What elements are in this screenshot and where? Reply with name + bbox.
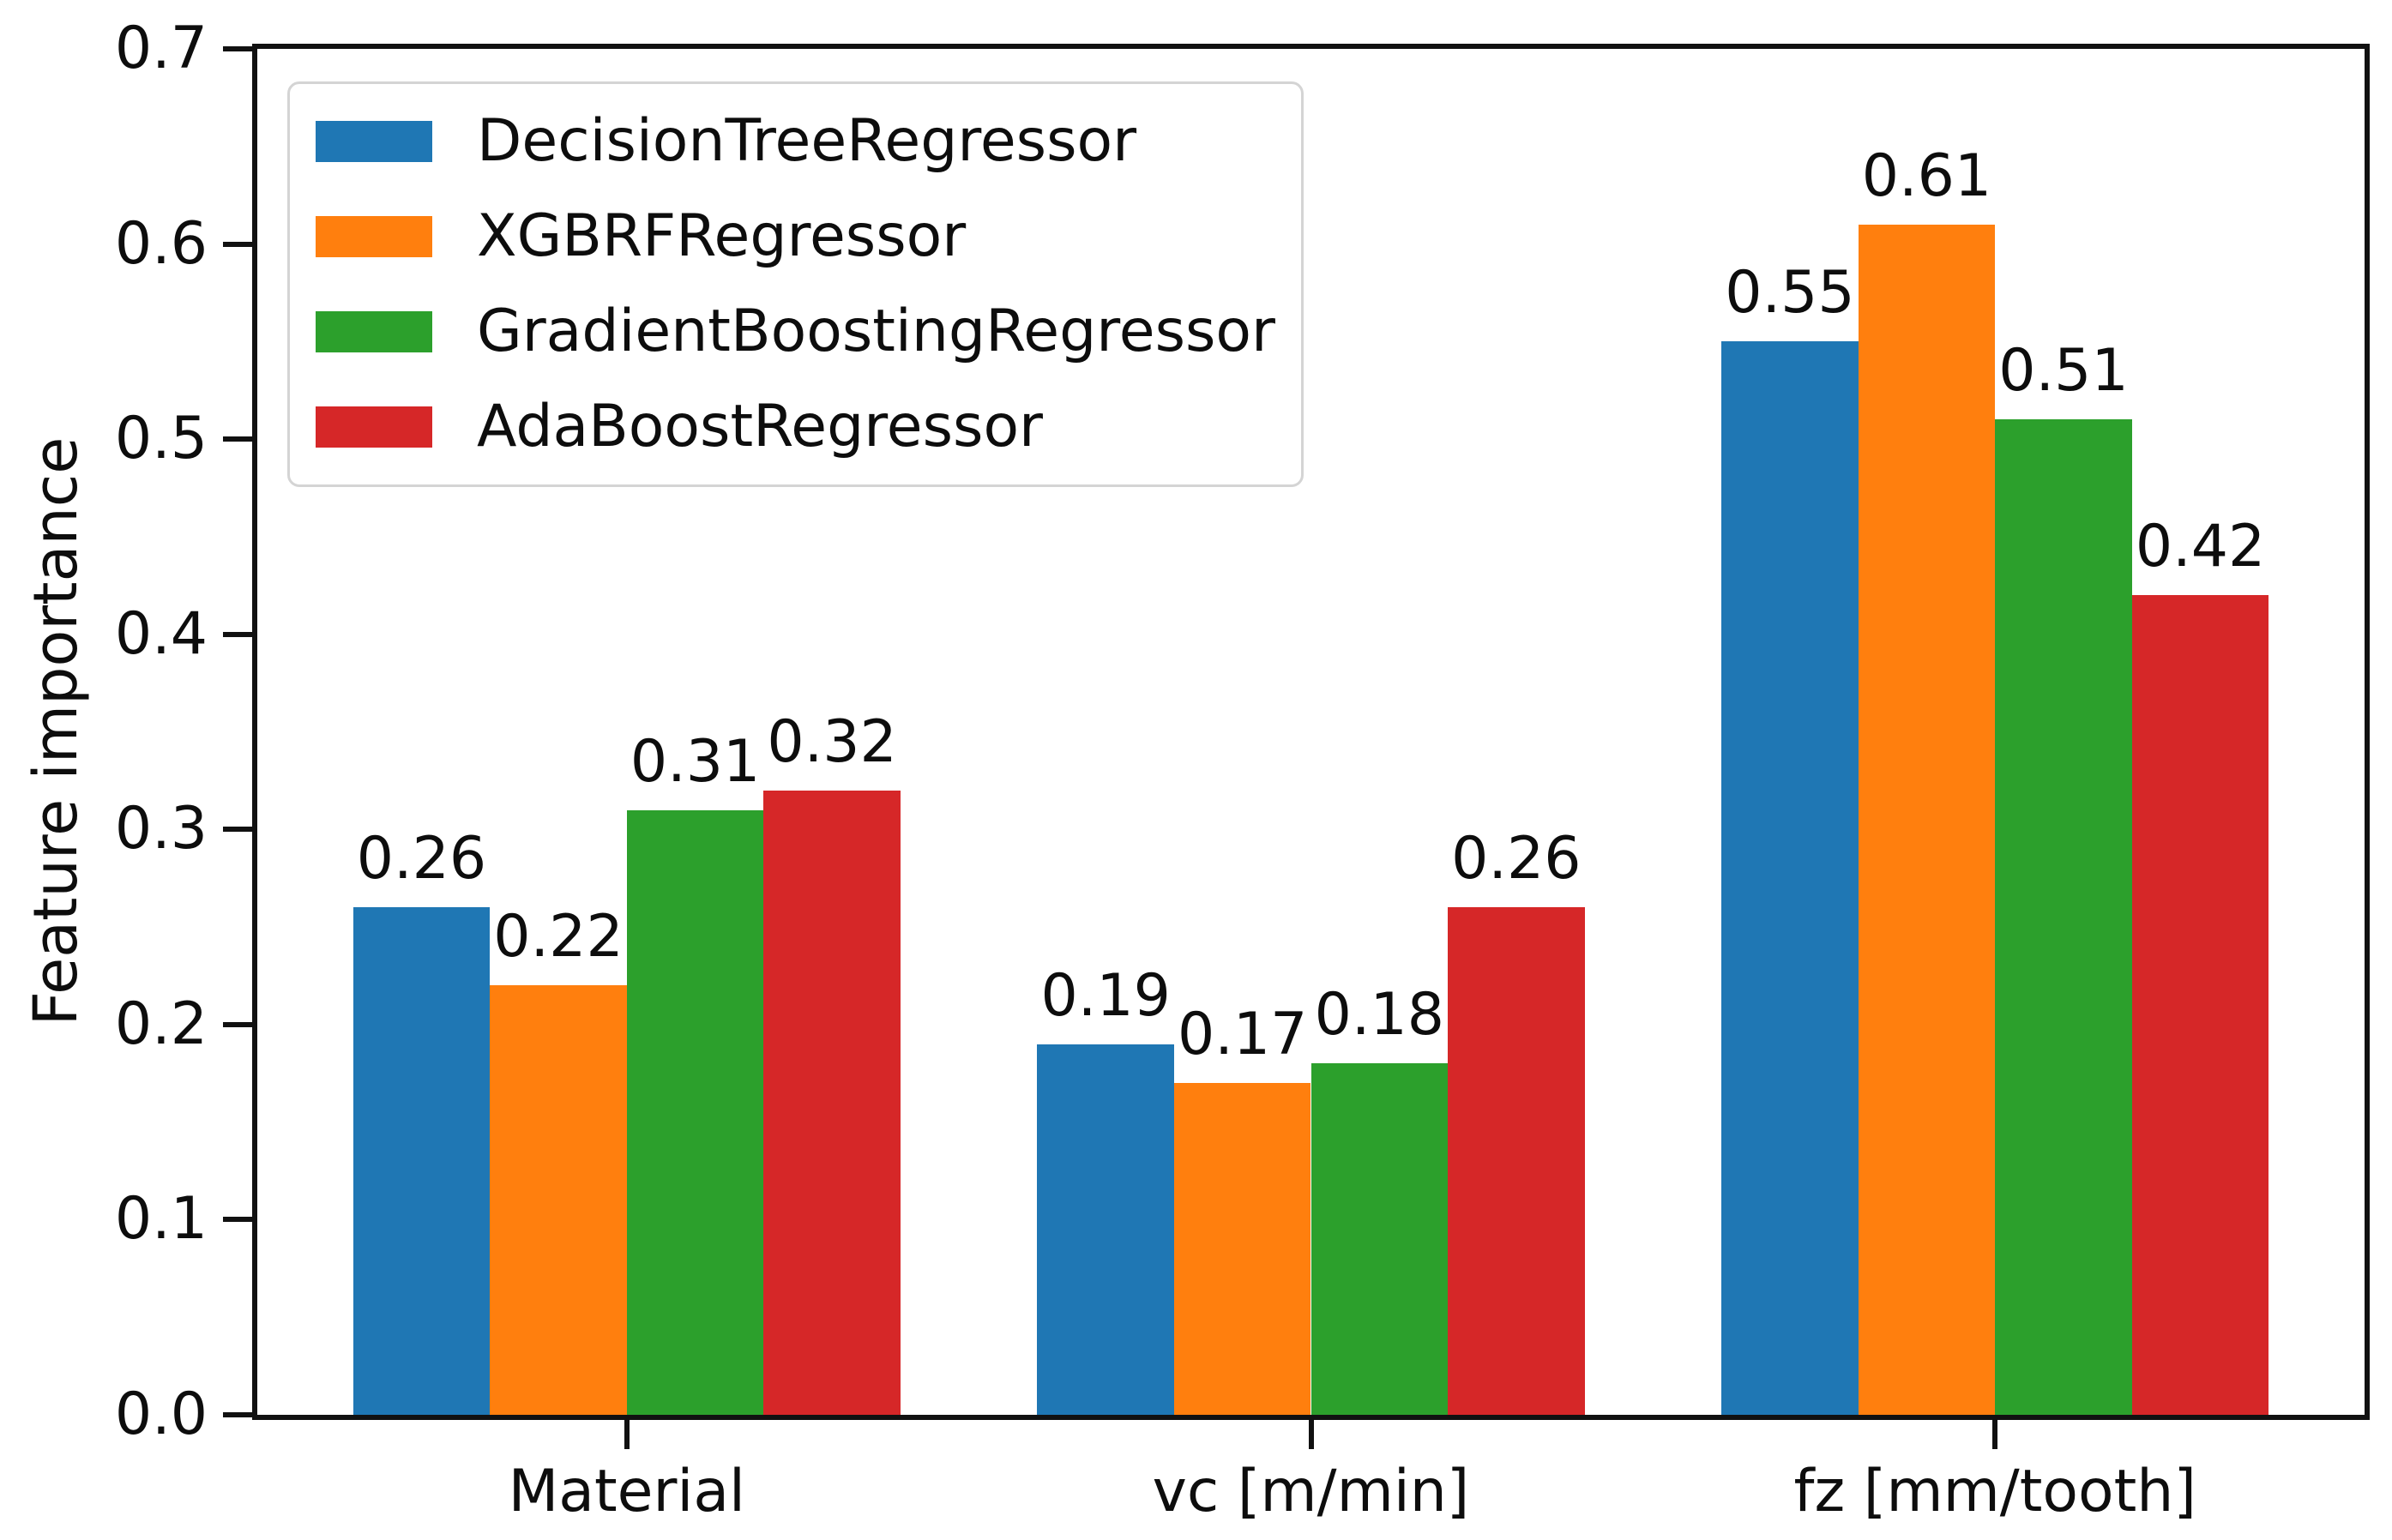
bar-value-label: 0.51 — [1998, 337, 2129, 406]
y-tick-label: 0.6 — [114, 209, 208, 278]
bar-value-label: 0.61 — [1861, 141, 1992, 210]
y-tick-label: 0.2 — [114, 990, 208, 1058]
bar-GradientBoostingRegressor-vc [m/min] — [1310, 1063, 1449, 1415]
bar-value-label: 0.22 — [493, 903, 624, 972]
legend: DecisionTreeRegressor XGBRFRegressor Gradi… — [287, 81, 1304, 487]
y-tick-mark — [223, 46, 252, 51]
bar-XGBRFRegressor-vc [m/min] — [1173, 1083, 1311, 1415]
y-tick-mark — [223, 1021, 252, 1027]
y-tick-label: 0.7 — [114, 15, 208, 82]
y-tick-mark — [223, 1217, 252, 1223]
legend-swatch — [316, 406, 432, 448]
legend-label: GradientBoostingRegressor — [477, 298, 1275, 365]
y-tick-label: 0.4 — [114, 599, 208, 668]
legend-label: DecisionTreeRegressor — [477, 107, 1137, 175]
y-tick-mark — [223, 1412, 252, 1417]
legend-swatch — [316, 216, 432, 257]
x-tick-label: fz [mm/tooth] — [1793, 1458, 2196, 1525]
bar-value-label: 0.19 — [1040, 961, 1171, 1030]
x-tick-label: vc [m/min] — [1152, 1458, 1470, 1525]
x-tick-mark — [1992, 1420, 1998, 1449]
y-tick-label: 0.0 — [114, 1381, 208, 1448]
bar-DecisionTreeRegressor-vc [m/min] — [1037, 1044, 1174, 1415]
bar-value-label: 0.26 — [1451, 825, 1582, 893]
legend-item: GradientBoostingRegressor — [316, 298, 1275, 365]
bar-AdaBoostRegressor-fz [mm/tooth] — [2131, 595, 2269, 1415]
x-tick-mark — [1308, 1420, 1314, 1449]
y-tick-mark — [223, 631, 252, 637]
bar-GradientBoostingRegressor-fz [mm/tooth] — [1995, 419, 2132, 1415]
bar-AdaBoostRegressor-Material — [763, 790, 901, 1415]
y-tick-label: 0.5 — [114, 405, 208, 473]
legend-item: DecisionTreeRegressor — [316, 108, 1275, 175]
legend-swatch — [316, 311, 432, 352]
bar-DecisionTreeRegressor-fz [mm/tooth] — [1721, 341, 1859, 1415]
bar-value-label: 0.42 — [2135, 513, 2266, 581]
y-axis-label: Feature importance — [21, 436, 91, 1026]
bar-value-label: 0.17 — [1178, 1001, 1308, 1069]
y-tick-mark — [223, 241, 252, 247]
y-tick-mark — [223, 436, 252, 442]
bar-GradientBoostingRegressor-Material — [626, 809, 764, 1415]
y-tick-label: 0.3 — [114, 795, 208, 863]
x-tick-label: Material — [508, 1458, 745, 1525]
legend-item: XGBRFRegressor — [316, 203, 1275, 270]
bar-DecisionTreeRegressor-Material — [352, 907, 491, 1415]
bar-value-label: 0.31 — [630, 727, 761, 796]
y-tick-label: 0.1 — [114, 1185, 208, 1254]
bar-value-label: 0.32 — [767, 707, 897, 776]
legend-label: XGBRFRegressor — [477, 202, 967, 270]
bar-value-label: 0.18 — [1314, 981, 1444, 1050]
y-tick-mark — [223, 827, 252, 833]
bar-value-label: 0.26 — [356, 825, 487, 893]
legend-item: AdaBoostRegressor — [316, 394, 1275, 460]
bar-AdaBoostRegressor-vc [m/min] — [1448, 907, 1585, 1415]
bar-XGBRFRegressor-fz [mm/tooth] — [1858, 224, 1996, 1415]
bar-XGBRFRegressor-Material — [490, 985, 627, 1415]
legend-swatch — [316, 121, 432, 162]
x-tick-mark — [624, 1420, 630, 1449]
bar-value-label: 0.55 — [1725, 259, 1855, 328]
legend-label: AdaBoostRegressor — [477, 393, 1044, 460]
